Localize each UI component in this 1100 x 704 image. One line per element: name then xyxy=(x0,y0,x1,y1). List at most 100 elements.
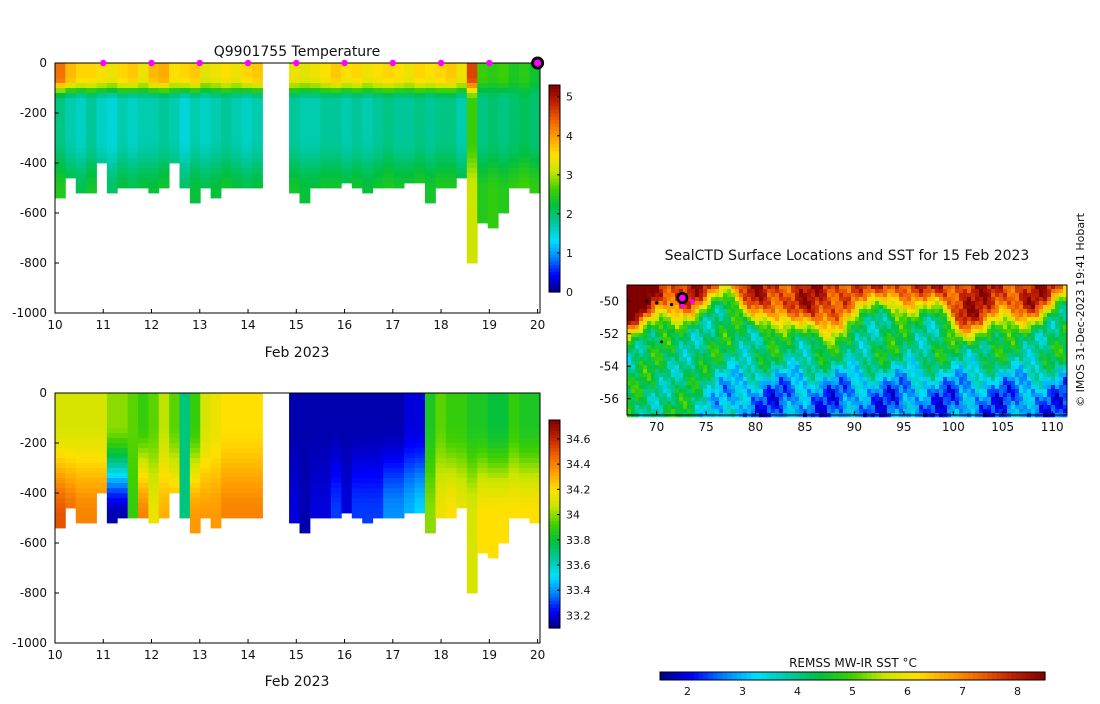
temperature-cell xyxy=(138,158,149,163)
sst-cell xyxy=(879,333,883,337)
sst-cell xyxy=(779,361,783,365)
salinity-cell xyxy=(169,433,180,438)
salinity-cell xyxy=(530,513,541,518)
salinity-cell xyxy=(231,478,242,483)
salinity-colorbar-cell xyxy=(549,455,560,459)
sst-cell xyxy=(1047,317,1051,321)
salinity-cell xyxy=(341,473,352,478)
sst-cell xyxy=(999,289,1003,293)
sst-cell xyxy=(935,353,939,357)
sst-cell xyxy=(1035,361,1039,365)
temperature-cell xyxy=(467,183,478,188)
sst-cell xyxy=(971,293,975,297)
sst-cell xyxy=(887,297,891,301)
salinity-cell xyxy=(200,483,211,488)
sst-cell xyxy=(767,325,771,329)
salinity-colorbar-cell xyxy=(549,562,560,566)
temperature-cell xyxy=(467,128,478,133)
sst-cell xyxy=(747,325,751,329)
salinity-cell xyxy=(138,413,149,418)
salinity-cell xyxy=(86,423,97,428)
temperature-cell xyxy=(456,73,467,78)
temperature-cell xyxy=(221,153,232,158)
sst-cell xyxy=(935,317,939,321)
temperature-cell xyxy=(200,83,211,88)
sst-cell xyxy=(659,313,663,317)
sst-cell xyxy=(827,365,831,369)
sst-cell xyxy=(931,285,935,289)
salinity-cell xyxy=(519,458,530,463)
sst-cell xyxy=(815,361,819,365)
sst-cell xyxy=(627,349,631,353)
sst-cell xyxy=(1035,301,1039,305)
temperature-cell xyxy=(530,118,541,123)
sst-cell xyxy=(859,365,863,369)
sst-cell xyxy=(643,329,647,333)
temperature-cell xyxy=(138,123,149,128)
sst-cell xyxy=(819,321,823,325)
temperature-cell xyxy=(352,133,363,138)
temperature-cell xyxy=(415,178,426,183)
salinity-cell xyxy=(394,448,405,453)
salinity-cell xyxy=(231,493,242,498)
temperature-colorbar-cell xyxy=(549,137,560,141)
sst-cell xyxy=(663,293,667,297)
sst-cell xyxy=(775,329,779,333)
sst-cell xyxy=(819,309,823,313)
temperature-cell xyxy=(331,153,342,158)
salinity-cell xyxy=(530,498,541,503)
sst-cell xyxy=(779,317,783,321)
temperature-cell xyxy=(488,118,499,123)
sst-cell xyxy=(787,353,791,357)
temperature-cell xyxy=(310,68,321,73)
salinity-cell xyxy=(415,458,426,463)
sst-cell xyxy=(975,361,979,365)
temperature-cell xyxy=(320,123,331,128)
sst-cell xyxy=(643,289,647,293)
sst-cell xyxy=(675,317,679,321)
sst-cell xyxy=(671,373,675,377)
sst-cell xyxy=(895,305,899,309)
salinity-cell xyxy=(55,428,66,433)
salinity-cell xyxy=(107,403,118,408)
salinity-cell xyxy=(97,478,108,483)
sst-cell xyxy=(679,337,683,341)
salinity-cell xyxy=(200,458,211,463)
salinity-cell xyxy=(76,513,87,518)
salinity-cell xyxy=(148,408,159,413)
salinity-cell xyxy=(498,413,509,418)
sst-cell xyxy=(731,345,735,349)
salinity-cell xyxy=(138,463,149,468)
sst-cell xyxy=(983,333,987,337)
temperature-cell xyxy=(65,128,76,133)
sst-cell xyxy=(875,349,879,353)
salinity-cell xyxy=(211,508,222,513)
temperature-colorbar-label: 5 xyxy=(566,91,573,104)
sst-cell xyxy=(883,345,887,349)
salinity-cell xyxy=(488,418,499,423)
sst-cell xyxy=(731,309,735,313)
salinity-cell xyxy=(221,393,232,398)
temperature-cell xyxy=(425,138,436,143)
temperature-cell xyxy=(289,183,300,188)
sst-cell xyxy=(671,325,675,329)
temperature-cell xyxy=(107,188,118,193)
salinity-ytick-label: -400 xyxy=(20,486,47,500)
salinity-cell xyxy=(341,413,352,418)
sst-cell xyxy=(767,293,771,297)
salinity-cell xyxy=(383,423,394,428)
temperature-cell xyxy=(231,113,242,118)
salinity-cell xyxy=(117,503,128,508)
salinity-cell xyxy=(404,448,415,453)
sst-cell xyxy=(851,305,855,309)
sst-cell xyxy=(671,297,675,301)
sst-cell xyxy=(739,317,743,321)
sst-cell xyxy=(731,369,735,373)
sst-cell xyxy=(727,289,731,293)
temperature-cell xyxy=(352,123,363,128)
sst-cell xyxy=(1059,369,1063,373)
sst-cell xyxy=(979,345,983,349)
sst-cell xyxy=(987,313,991,317)
salinity-cell xyxy=(530,468,541,473)
sst-cell xyxy=(851,325,855,329)
